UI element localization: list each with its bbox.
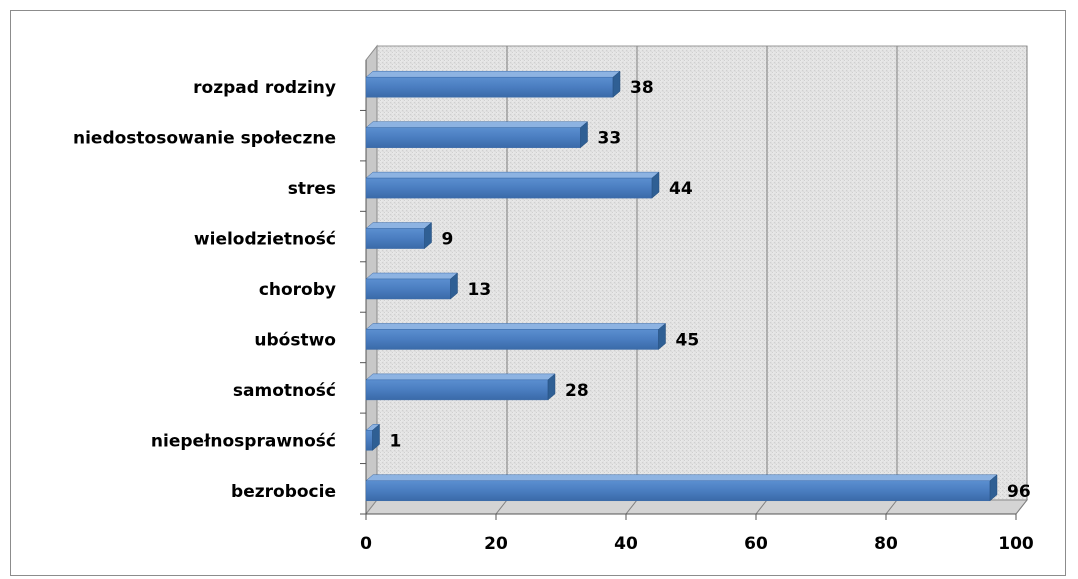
gridline-floor [885,499,898,515]
category-label: choroby [259,280,336,300]
bar-end [658,322,666,350]
bar [365,278,451,300]
bar-end [372,423,380,451]
category-label: rozpad rodziny [193,78,336,98]
data-label: 28 [565,381,589,401]
bar [365,228,425,249]
bars [365,70,998,502]
bar [365,177,653,199]
plot-back-wall [376,45,1028,501]
x-tick-label: 100 [998,534,1034,554]
category-label: stres [288,179,336,199]
data-label: 13 [468,280,492,300]
x-tick-label: 0 [360,534,372,554]
data-label: 45 [676,330,700,350]
bar-end [612,70,621,98]
category-labels: rozpad rodziny niedostosowanie społeczne s… [73,78,336,502]
data-labels: 38 33 44 9 13 45 28 1 96 [390,78,1031,502]
bar-top [365,222,433,229]
x-tick-labels: 0 20 40 60 80 100 [360,534,1034,554]
bar-top [365,171,660,179]
bar-top [365,323,667,330]
plot-floor [364,499,1029,515]
gridline-floor [755,499,768,515]
data-label: 38 [630,78,654,98]
data-label: 44 [669,179,693,199]
bar [365,480,991,502]
gridline-floor [495,499,508,515]
bar [365,329,659,350]
bar-end [450,272,458,300]
category-label: niedostosowanie społeczne [73,129,336,149]
bar [365,430,373,451]
x-tick-label: 60 [744,534,768,554]
category-label: bezrobocie [231,482,336,502]
bar [365,127,581,148]
category-label: niepełnosprawność [151,431,336,451]
bar-top [365,272,459,280]
bar-end [547,373,556,401]
bar-end [424,222,432,250]
bar [365,379,549,401]
plot-walls [364,44,1029,516]
category-label: wielodzietność [194,230,336,250]
bar-end [989,474,998,502]
category-label: samotność [233,381,336,401]
x-tick-label: 20 [484,534,508,554]
x-tick-label: 40 [614,534,638,554]
bar-end [580,121,588,149]
bar-end [651,171,660,199]
data-label: 96 [1007,482,1031,502]
category-label: ubóstwo [254,330,336,350]
data-label: 33 [598,129,622,149]
x-tick-label: 80 [874,534,898,554]
data-label: 9 [442,230,454,250]
bar [365,76,614,98]
bar-top [365,474,998,482]
bar-top [365,121,589,128]
bar-top [365,373,556,381]
data-label: 1 [390,431,402,451]
bar-top [365,70,621,78]
gridline-floor [625,499,638,515]
gridline-floor [1015,499,1028,515]
